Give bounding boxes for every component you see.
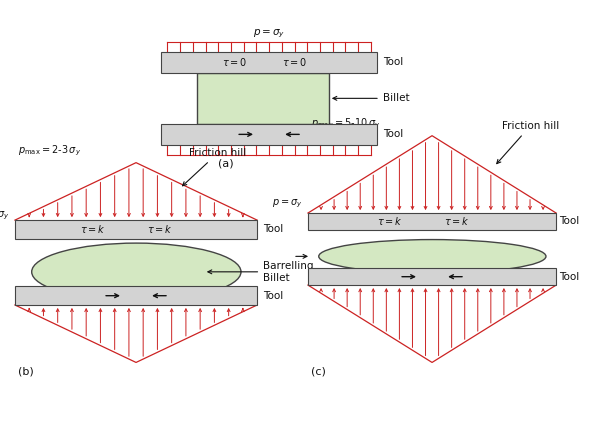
Text: $p_{\rm max} = 5\text{-}10\,\sigma_y$: $p_{\rm max} = 5\text{-}10\,\sigma_y$ bbox=[311, 117, 380, 131]
Text: Billet: Billet bbox=[333, 93, 410, 103]
Text: $\tau = k$: $\tau = k$ bbox=[147, 223, 173, 236]
Text: $\tau = k$: $\tau = k$ bbox=[377, 215, 403, 228]
Text: $p = \sigma_y$: $p = \sigma_y$ bbox=[0, 210, 9, 222]
Text: Friction hill: Friction hill bbox=[497, 121, 559, 164]
Text: Tool: Tool bbox=[559, 217, 579, 226]
Text: $p_{\rm max} = 2\text{-}3\,\sigma_y$: $p_{\rm max} = 2\text{-}3\,\sigma_y$ bbox=[18, 144, 81, 158]
Text: Barrelling
Billet: Barrelling Billet bbox=[208, 261, 313, 282]
Bar bbox=[161, 124, 377, 145]
Text: Tool: Tool bbox=[559, 272, 579, 282]
Text: (b): (b) bbox=[18, 367, 33, 377]
Text: $\tau = k$: $\tau = k$ bbox=[80, 223, 105, 236]
Text: (a): (a) bbox=[218, 158, 234, 168]
Bar bbox=[15, 286, 257, 305]
Bar bbox=[15, 220, 257, 239]
Text: Friction hill: Friction hill bbox=[182, 148, 246, 186]
Text: $p = \sigma_y$: $p = \sigma_y$ bbox=[253, 28, 285, 40]
Bar bbox=[308, 268, 556, 285]
Text: Tool: Tool bbox=[383, 130, 403, 139]
Text: $\tau = 0$: $\tau = 0$ bbox=[222, 56, 248, 69]
Text: $p = \sigma_y$: $p = \sigma_y$ bbox=[271, 198, 302, 210]
Text: Tool: Tool bbox=[383, 57, 403, 67]
Text: Tool: Tool bbox=[263, 225, 283, 234]
Text: Tool: Tool bbox=[263, 291, 283, 301]
Text: $\tau = k$: $\tau = k$ bbox=[444, 215, 470, 228]
Bar bbox=[197, 73, 329, 124]
Bar bbox=[161, 52, 377, 73]
Text: (c): (c) bbox=[311, 367, 326, 377]
Ellipse shape bbox=[319, 240, 546, 273]
Bar bbox=[308, 213, 556, 230]
Text: $\tau = 0$: $\tau = 0$ bbox=[282, 56, 307, 69]
Ellipse shape bbox=[32, 243, 241, 301]
